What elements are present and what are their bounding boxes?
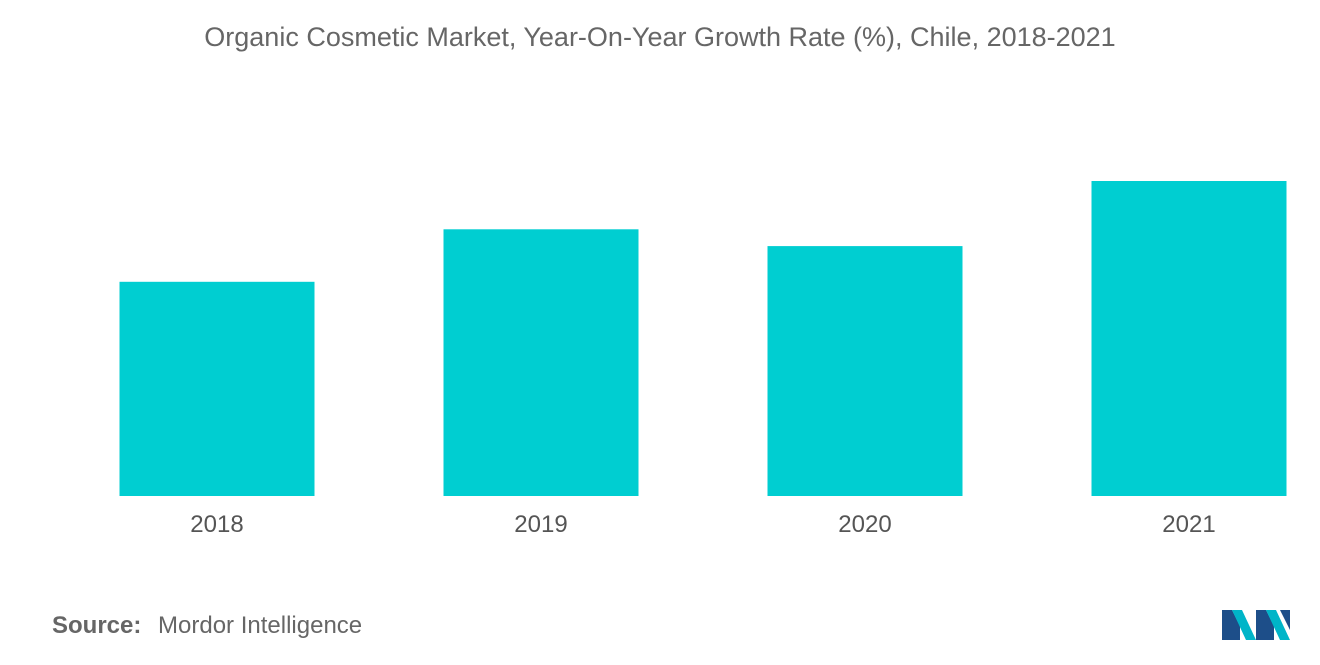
chart-title: Organic Cosmetic Market, Year-On-Year Gr… <box>204 22 1116 52</box>
bar-2018 <box>119 281 315 496</box>
bar-2020 <box>767 246 963 496</box>
x-tick-label-2021: 2021 <box>1162 511 1215 538</box>
source-text: Mordor Intelligence <box>158 612 363 639</box>
bar-2019 <box>443 229 639 497</box>
mordor-intelligence-logo-icon <box>1222 610 1290 640</box>
x-tick-label-2019: 2019 <box>514 511 567 538</box>
bar-2021 <box>1091 181 1287 496</box>
x-tick-label-2018: 2018 <box>190 511 243 538</box>
x-tick-label-2020: 2020 <box>838 511 891 538</box>
bar-chart: 2018 2019 2020 2021 <box>119 181 1287 538</box>
source-note: Source: Mordor Intelligence <box>52 612 362 640</box>
source-label: Source: <box>52 612 142 639</box>
